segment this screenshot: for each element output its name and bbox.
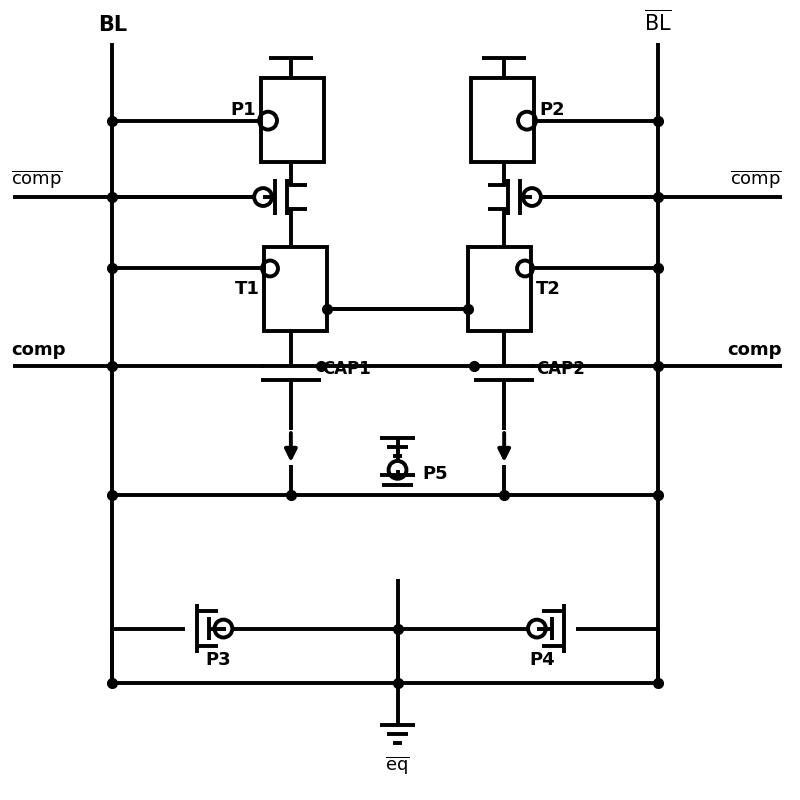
Text: CAP1: CAP1: [322, 360, 371, 378]
Bar: [261, 78, 324, 162]
Text: P2: P2: [539, 102, 565, 119]
Text: $\overline{\mathsf{comp}}$: $\overline{\mathsf{comp}}$: [730, 168, 782, 190]
Bar: [468, 246, 530, 331]
Text: $\overline{\mathsf{comp}}$: $\overline{\mathsf{comp}}$: [11, 168, 63, 190]
Bar: [265, 246, 327, 331]
Text: $\overline{\mathsf{eq}}$: $\overline{\mathsf{eq}}$: [386, 754, 410, 776]
Text: P3: P3: [206, 651, 231, 670]
Text: P1: P1: [230, 102, 256, 119]
Bar: [471, 78, 534, 162]
Text: P5: P5: [422, 465, 448, 482]
Text: $\overline{\mathsf{BL}}$: $\overline{\mathsf{BL}}$: [644, 10, 672, 35]
Text: comp: comp: [727, 341, 782, 358]
Text: T2: T2: [535, 280, 560, 298]
Text: BL: BL: [98, 15, 127, 35]
Text: P4: P4: [529, 651, 554, 670]
Text: T1: T1: [234, 280, 259, 298]
Text: comp: comp: [11, 341, 66, 358]
Text: CAP2: CAP2: [536, 360, 585, 378]
